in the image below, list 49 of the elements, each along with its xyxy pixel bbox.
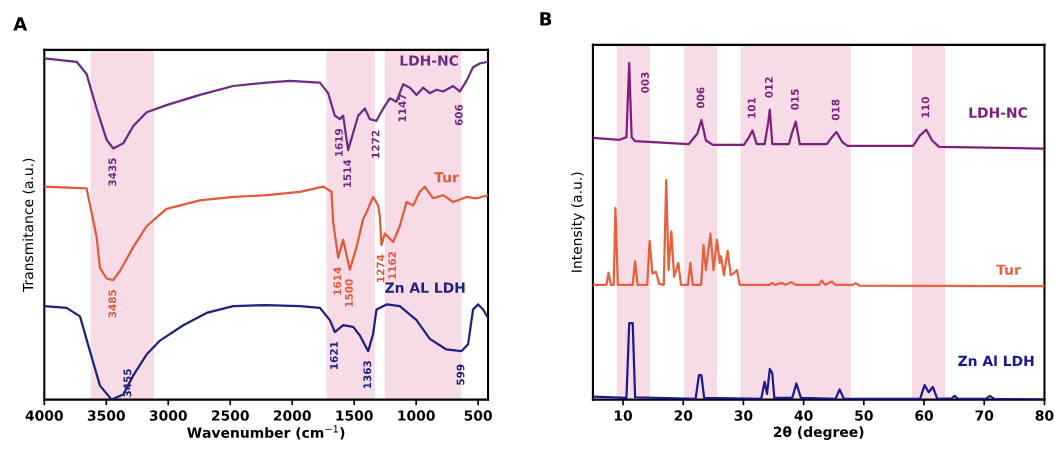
annotation: 1162 — [388, 251, 397, 279]
annotation: 1363 — [363, 361, 372, 389]
annotation: 018 — [831, 99, 840, 121]
series-label: Zn AL LDH — [385, 282, 465, 293]
annotation: 015 — [790, 89, 799, 110]
x-tick-label: 60 — [915, 410, 934, 421]
annotation: 101 — [747, 98, 756, 118]
annotation: 006 — [696, 87, 705, 109]
annotation: 012 — [764, 77, 773, 98]
annotation: 3435 — [108, 158, 117, 186]
y-axis-title: Intensity (a.u.) — [571, 172, 585, 272]
annotation: 3485 — [108, 290, 117, 318]
x-tick-label: 2500 — [212, 410, 249, 421]
x-axis-title: Wavenumber (cm$^{−1}$) — [187, 425, 345, 440]
annotation: 1621 — [329, 341, 338, 369]
series-label: Tur — [434, 172, 459, 183]
annotation: 1619 — [334, 128, 343, 157]
y-axis-title: Transmitance (a.u.) — [22, 158, 35, 292]
x-tick-label: 20 — [674, 410, 693, 421]
x-tick-label: 1500 — [336, 410, 373, 421]
x-tick-label: 3000 — [149, 410, 187, 421]
annotation: 1514 — [343, 159, 352, 188]
x-tick-label: 50 — [855, 410, 873, 421]
annotation: 1147 — [398, 94, 407, 122]
annotation: 003 — [641, 72, 649, 93]
chart-title: B — [540, 12, 552, 26]
annotation: 1272 — [371, 130, 380, 158]
x-tick-label: 70 — [975, 410, 994, 421]
chart-title: A — [13, 17, 28, 31]
x-tick-label: 40 — [794, 410, 813, 421]
x-tick-label: 1000 — [398, 410, 435, 421]
x-tick-label: 500 — [464, 410, 492, 421]
x-tick-label: 2000 — [273, 410, 311, 421]
x-tick-label: 4000 — [25, 410, 63, 421]
x-axis-title: 2θ (degree) — [773, 426, 864, 440]
text: LDH-NC — [969, 107, 1027, 118]
series-label: Tur — [996, 264, 1021, 275]
x-tick-label: 30 — [734, 410, 753, 421]
x-tick-label: 3500 — [87, 410, 125, 421]
x-tick-label: 10 — [614, 410, 633, 421]
annotation: 606 — [454, 104, 463, 126]
x-tick-label: 80 — [1035, 410, 1054, 421]
annotation: 1614 — [333, 267, 342, 295]
annotation: 1274 — [376, 254, 385, 282]
annotation: 110 — [921, 97, 930, 118]
annotation: 1500 — [344, 279, 353, 307]
annotation: 599 — [456, 364, 465, 385]
text: Zn Al LDH — [958, 355, 1034, 366]
series-label: LDH-NC — [400, 55, 458, 66]
